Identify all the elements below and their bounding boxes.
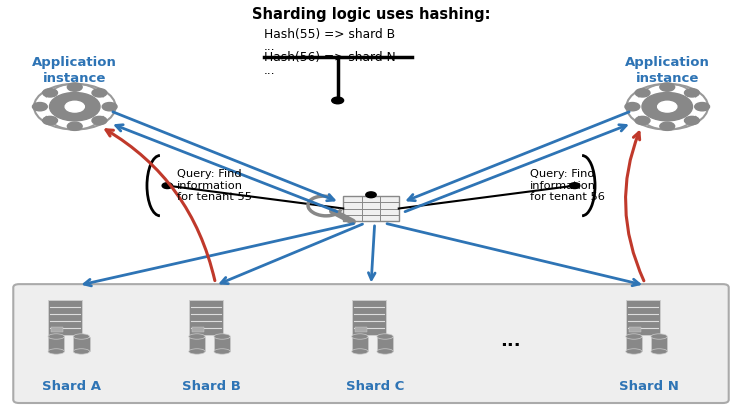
Circle shape [695,103,709,111]
FancyBboxPatch shape [344,196,398,221]
Circle shape [92,89,107,97]
Text: Application
instance: Application instance [33,56,117,85]
Ellipse shape [188,334,205,339]
FancyBboxPatch shape [377,337,393,352]
FancyBboxPatch shape [48,300,82,335]
FancyBboxPatch shape [352,337,368,352]
Ellipse shape [352,349,368,354]
FancyBboxPatch shape [188,300,223,335]
FancyBboxPatch shape [628,327,641,332]
Ellipse shape [188,349,205,354]
Circle shape [657,101,677,112]
Text: ...: ... [263,40,275,53]
Text: Shard B: Shard B [183,380,241,394]
Ellipse shape [352,334,368,339]
FancyBboxPatch shape [13,284,729,403]
FancyBboxPatch shape [191,327,204,332]
Text: Shard C: Shard C [346,380,404,394]
Circle shape [43,116,57,125]
Text: Query: Find
information
for tenant 56: Query: Find information for tenant 56 [531,169,605,202]
Text: Hash(55) => shard B: Hash(55) => shard B [263,28,395,41]
Text: Sharding logic uses hashing:: Sharding logic uses hashing: [252,7,490,22]
Circle shape [366,192,376,198]
Ellipse shape [214,334,230,339]
Text: Query: Find
information
for tenant 55: Query: Find information for tenant 55 [177,169,252,202]
Circle shape [68,83,82,91]
FancyBboxPatch shape [352,300,386,335]
Circle shape [43,89,57,97]
Ellipse shape [377,334,393,339]
Ellipse shape [48,334,65,339]
FancyBboxPatch shape [626,337,642,352]
FancyBboxPatch shape [651,337,667,352]
FancyBboxPatch shape [188,337,205,352]
Circle shape [685,116,699,125]
Circle shape [642,93,692,121]
Circle shape [102,103,117,111]
Circle shape [332,97,344,104]
Circle shape [635,89,650,97]
Circle shape [33,103,47,111]
Circle shape [625,103,640,111]
Ellipse shape [73,349,90,354]
Circle shape [685,89,699,97]
Circle shape [162,183,173,188]
FancyBboxPatch shape [355,327,367,332]
Ellipse shape [377,349,393,354]
Text: Shard N: Shard N [619,380,679,394]
Ellipse shape [73,334,90,339]
Text: ...: ... [500,332,521,351]
Text: ...: ... [263,64,275,77]
Circle shape [569,183,580,188]
Ellipse shape [48,349,65,354]
Circle shape [68,122,82,131]
Ellipse shape [651,349,667,354]
Text: Shard A: Shard A [42,380,101,394]
FancyBboxPatch shape [73,337,90,352]
Ellipse shape [626,334,642,339]
Circle shape [635,116,650,125]
Text: Application
instance: Application instance [625,56,709,85]
FancyBboxPatch shape [51,327,63,332]
Circle shape [92,116,107,125]
Circle shape [660,83,674,91]
Text: Hash(56) => shard N: Hash(56) => shard N [263,51,395,64]
Circle shape [660,122,674,131]
FancyBboxPatch shape [48,337,65,352]
FancyBboxPatch shape [214,337,230,352]
Circle shape [50,93,100,121]
Ellipse shape [626,349,642,354]
FancyBboxPatch shape [626,300,660,335]
Ellipse shape [651,334,667,339]
Circle shape [65,101,85,112]
Ellipse shape [214,349,230,354]
